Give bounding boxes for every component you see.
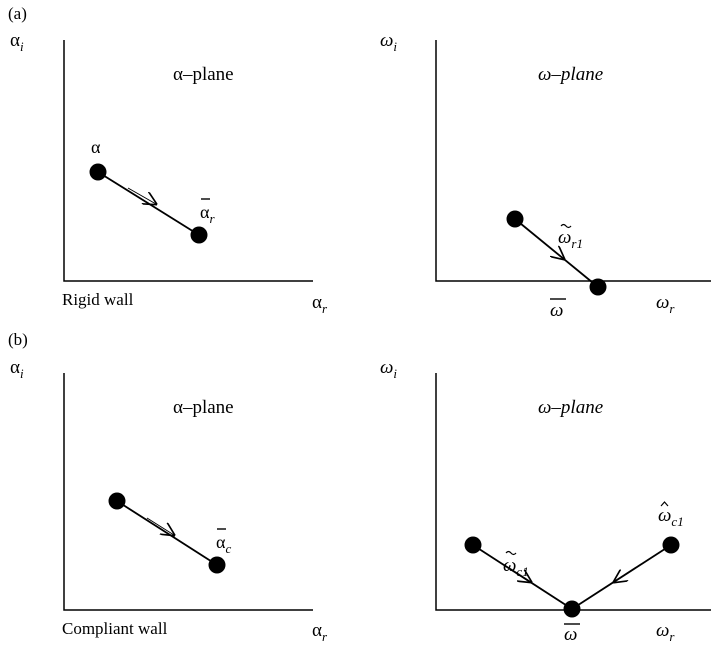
tilde-accent-b-right xyxy=(505,550,517,556)
panel-a-left: αi αr α–plane Rigid wall α αr xyxy=(10,30,328,316)
end-point-label-a-right: ω xyxy=(550,300,563,321)
path-line-a-left xyxy=(97,171,200,236)
left-start-point-b-right xyxy=(464,536,482,554)
panel-a-right: ωi ωr ω–plane ωr1 ω xyxy=(380,30,711,321)
axes-a-left xyxy=(63,40,313,282)
plane-label-b-left: α–plane xyxy=(173,397,234,418)
direction-arrow-b-left xyxy=(146,517,174,535)
end-point-a-left xyxy=(190,226,208,244)
plane-label-a-left: α–plane xyxy=(173,64,234,85)
left-path-label-b-right: ωc1 xyxy=(503,555,529,579)
right-start-point-b-right xyxy=(662,536,680,554)
x-axis-label-b-left: αr xyxy=(312,620,328,644)
hat-accent-b-right xyxy=(660,501,669,507)
panel-b-left: αi αr α–plane Compliant wall αc xyxy=(10,357,328,644)
end-point-label-b-right: ω xyxy=(564,624,577,645)
end-point-label-a-left: αr xyxy=(200,202,215,226)
end-point-b-right xyxy=(563,600,581,618)
y-axis-label-b-right: ωi xyxy=(380,357,397,381)
direction-arrow-b-right-right xyxy=(614,563,642,582)
start-point-b-left xyxy=(108,492,126,510)
right-path-label-b-right: ωc1 xyxy=(658,505,684,529)
plane-label-b-right: ω–plane xyxy=(538,397,603,418)
y-axis-label-a-right: ωi xyxy=(380,30,397,54)
panel-label-a: (a) xyxy=(8,4,27,23)
panel-b-right: ωi ωr ω–plane ωc1 ωc1 ω xyxy=(380,357,711,645)
path-label-a-right: ωr1 xyxy=(558,227,583,251)
direction-arrow-a-right xyxy=(536,236,564,259)
y-axis-label-b-left: αi xyxy=(10,357,24,381)
path-line-b-left xyxy=(116,500,218,566)
end-point-a-right xyxy=(589,278,607,296)
x-axis-label-b-right: ωr xyxy=(656,620,675,644)
direction-arrow-a-left xyxy=(127,187,156,204)
start-point-a-right xyxy=(506,210,524,228)
caption-rigid-wall: Rigid wall xyxy=(62,290,134,309)
direction-arrow-b-right-left xyxy=(502,563,531,582)
plane-label-a-right: ω–plane xyxy=(538,64,603,85)
axes-b-left xyxy=(63,373,313,611)
y-axis-label-a-left: αi xyxy=(10,30,24,54)
end-point-label-b-left: αc xyxy=(216,532,231,556)
end-point-b-left xyxy=(208,556,226,574)
tilde-accent-a-right xyxy=(560,223,572,229)
panel-label-b: (b) xyxy=(8,330,28,349)
start-point-a-left xyxy=(89,163,107,181)
x-axis-label-a-right: ωr xyxy=(656,292,675,316)
caption-compliant-wall: Compliant wall xyxy=(62,619,168,638)
axes-a-right xyxy=(435,40,711,282)
axes-b-right xyxy=(435,373,711,611)
start-point-label-a-left: α xyxy=(91,137,101,157)
x-axis-label-a-left: αr xyxy=(312,292,328,316)
